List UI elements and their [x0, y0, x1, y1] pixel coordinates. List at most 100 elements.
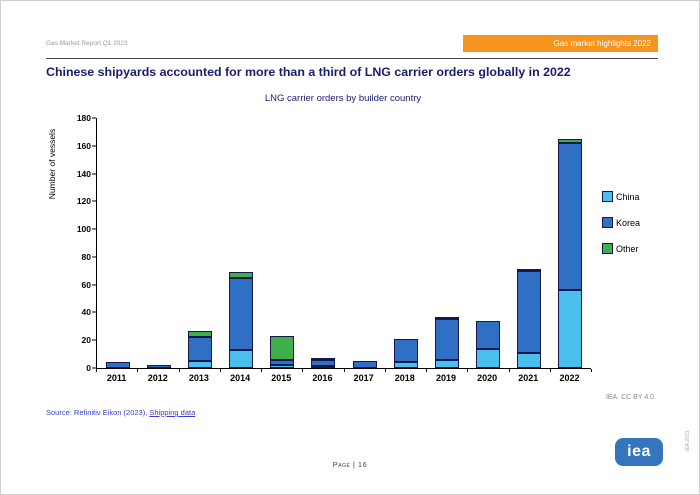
y-tick-label: 140: [76, 168, 91, 179]
x-tick-label-2012: 2012: [147, 373, 168, 383]
x-tick-mark: [384, 369, 386, 372]
x-tick-mark: [343, 369, 345, 372]
y-tick-mark: [92, 200, 96, 202]
stacked-bar-2018: [393, 118, 418, 368]
x-axis-labels: 2011 2012 2013 2014 2015 2016 2017 2018 2019 2020…: [96, 373, 590, 383]
iea-logo: iea: [615, 438, 663, 466]
bar-slot-2022: [550, 118, 591, 368]
y-tick-label: 160: [76, 140, 91, 151]
bar-segment-china-2013: [187, 361, 212, 368]
y-tick-label: 60: [81, 279, 91, 290]
source-link[interactable]: Shipping data: [149, 408, 196, 417]
bar-segment-china-2014: [229, 349, 254, 368]
stacked-bar-2016: [311, 118, 336, 368]
bar-segment-korea-2014: [229, 277, 254, 350]
x-tick-mark: [508, 369, 510, 372]
bar-segment-china-2019: [434, 359, 459, 368]
y-tick-mark: [92, 284, 96, 286]
y-axis-tick-labels: 0 20 40 60 80 100 120 140 160 180: [57, 113, 91, 373]
bar-segment-other-2013: [187, 330, 212, 338]
bar-segment-china-2018: [393, 362, 418, 368]
stacked-bar-2015: [270, 118, 295, 368]
y-tick-label: 80: [81, 251, 91, 262]
bar-segment-korea-2013: [187, 337, 212, 362]
bar-segment-other-2014: [229, 272, 254, 278]
y-tick-label: 40: [81, 307, 91, 318]
legend-label-china: China: [616, 191, 640, 202]
x-tick-label-2015: 2015: [271, 373, 292, 383]
legend-item-korea: Korea: [602, 217, 640, 228]
bar-slot-2012: [138, 118, 179, 368]
plot-area: [96, 118, 591, 369]
highlights-badge: Gas market highlights 2022: [463, 35, 658, 52]
y-axis-label: Number of vessels: [47, 128, 57, 200]
stacked-bar-2014: [229, 118, 254, 368]
x-tick-mark: [467, 369, 469, 372]
legend: China Korea Other: [602, 191, 640, 269]
bar-segment-korea-2019: [434, 319, 459, 360]
bar-segment-other-2022: [558, 138, 583, 144]
x-tick-mark: [302, 369, 304, 372]
bar-slot-2017: [344, 118, 385, 368]
bar-segment-korea-2015: [270, 359, 295, 366]
y-axis-tick-marks: [92, 117, 96, 369]
x-tick-mark: [219, 369, 221, 372]
source-note: Source: Refinitiv Eikon (2023), Shipping…: [46, 408, 195, 417]
x-tick-label-2011: 2011: [106, 373, 127, 383]
x-tick-label-2014: 2014: [230, 373, 251, 383]
report-label: Gas Market Report Q1 2023: [46, 40, 128, 47]
x-tick-mark: [261, 369, 262, 372]
bar-slot-2019: [426, 118, 467, 368]
stacked-bar-2013: [187, 118, 212, 368]
stacked-bar-2017: [352, 118, 377, 368]
y-tick-mark: [92, 339, 96, 341]
bar-segment-china-2015: [270, 365, 295, 368]
x-axis-tick-marks: [96, 369, 592, 372]
x-tick-mark: [591, 369, 592, 372]
legend-label-other: Other: [616, 243, 639, 254]
stacked-bar-2021: [517, 118, 542, 368]
header-divider: [46, 58, 658, 59]
stacked-bar-2011: [105, 118, 130, 368]
y-tick-label: 120: [76, 196, 91, 207]
bar-slot-2014: [221, 118, 262, 368]
legend-swatch-korea: [602, 217, 613, 228]
page-number: Page | 16: [332, 460, 368, 469]
side-note: IEA 2023: [685, 430, 691, 451]
x-tick-label-2020: 2020: [477, 373, 498, 383]
bar-segment-other-2019: [434, 316, 459, 320]
y-tick-mark: [92, 256, 96, 258]
bar-slot-2020: [468, 118, 509, 368]
x-tick-label-2016: 2016: [312, 373, 333, 383]
y-tick-mark: [92, 145, 96, 147]
bar-slot-2016: [303, 118, 344, 368]
bar-segment-korea-2017: [352, 361, 377, 368]
legend-label-korea: Korea: [616, 217, 641, 228]
x-tick-label-2017: 2017: [353, 373, 374, 383]
bar-segment-korea-2022: [558, 143, 583, 291]
x-tick-label-2021: 2021: [518, 373, 539, 383]
y-tick-label: 180: [76, 113, 91, 123]
y-tick-mark: [92, 117, 96, 119]
bar-segment-korea-2021: [517, 270, 542, 353]
x-tick-mark: [426, 369, 427, 372]
bar-segment-korea-2012: [146, 365, 171, 368]
legend-item-china: China: [602, 191, 640, 202]
x-tick-label-2013: 2013: [188, 373, 209, 383]
y-tick-mark: [92, 173, 96, 175]
bar-segment-other-2016: [311, 358, 336, 361]
x-tick-label-2022: 2022: [559, 373, 580, 383]
x-tick-mark: [178, 369, 180, 372]
x-tick-mark: [137, 369, 139, 372]
source-text: Source: Refinitiv Eikon (2023),: [46, 408, 150, 417]
legend-swatch-other: [602, 243, 613, 254]
y-tick-label: 0: [86, 363, 91, 373]
y-tick-mark: [92, 367, 96, 369]
x-tick-label-2018: 2018: [394, 373, 415, 383]
bar-segment-korea-2020: [476, 320, 501, 349]
bar-segment-china-2016: [311, 366, 336, 368]
y-tick-label: 100: [76, 224, 91, 235]
x-tick-mark: [549, 369, 551, 372]
bar-slot-2011: [97, 118, 138, 368]
